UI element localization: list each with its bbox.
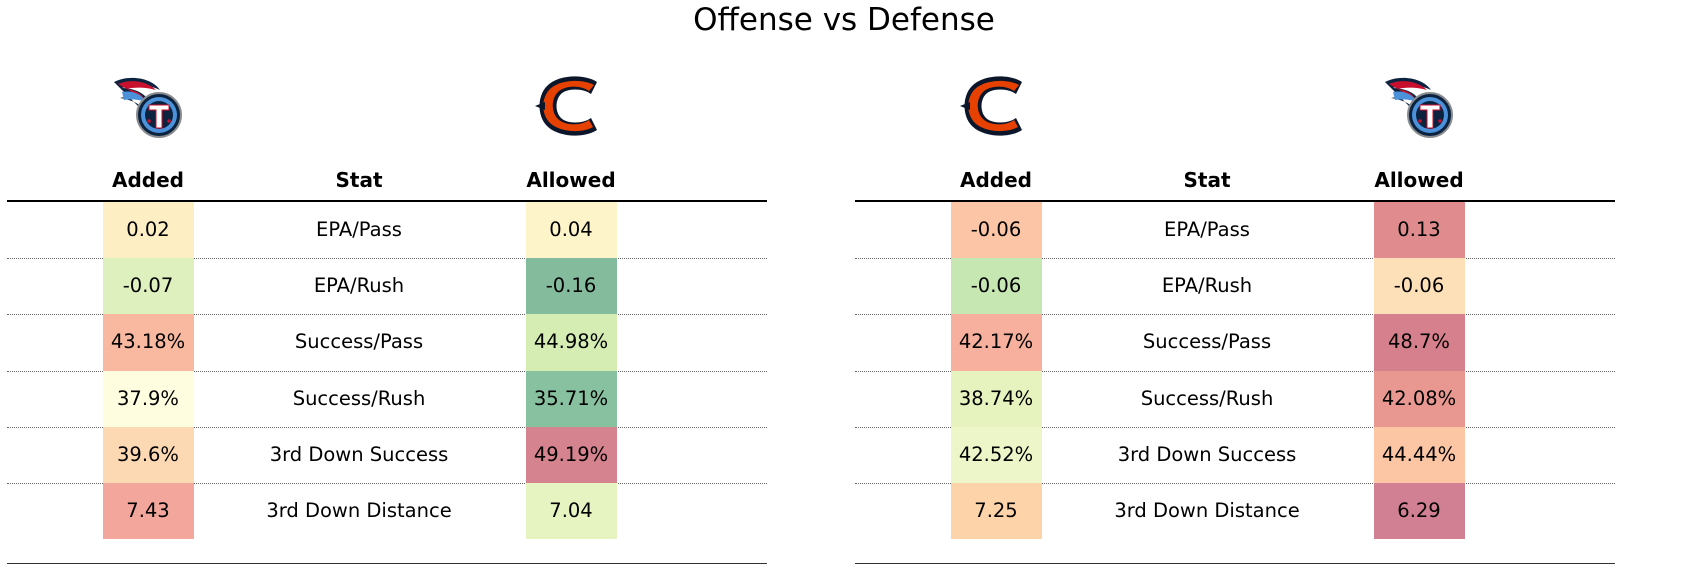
bottom-rule bbox=[855, 563, 1615, 564]
row-separator bbox=[7, 314, 767, 316]
table-row: 37.9% Success/Rush 35.71% bbox=[7, 370, 767, 428]
table-row: 42.52% 3rd Down Success 44.44% bbox=[855, 426, 1615, 484]
allowed-value: 42.08% bbox=[1381, 386, 1457, 410]
allowed-cell-bg bbox=[1374, 314, 1465, 371]
table-row: 0.02 EPA/Pass 0.04 bbox=[7, 202, 767, 260]
added-value: 38.74% bbox=[958, 386, 1034, 410]
allowed-value: 44.44% bbox=[1381, 442, 1457, 466]
table-row: 39.6% 3rd Down Success 49.19% bbox=[7, 426, 767, 484]
stat-label: 3rd Down Success bbox=[269, 442, 449, 466]
allowed-value: -0.06 bbox=[1393, 274, 1445, 298]
stat-label: Success/Pass bbox=[294, 330, 424, 354]
allowed-cell-bg bbox=[526, 314, 617, 371]
added-value: 43.18% bbox=[110, 330, 186, 354]
allowed-value: 35.71% bbox=[533, 386, 609, 410]
allowed-cell-bg bbox=[526, 202, 617, 259]
allowed-cell-bg bbox=[1374, 426, 1465, 483]
added-value: 42.17% bbox=[958, 330, 1034, 354]
row-separator bbox=[855, 426, 1615, 428]
allowed-value: 7.04 bbox=[549, 499, 593, 522]
allowed-cell-bg bbox=[526, 258, 617, 315]
added-cell-bg bbox=[103, 426, 194, 483]
added-value: 42.52% bbox=[958, 442, 1034, 466]
allowed-header: Allowed bbox=[1374, 168, 1464, 192]
added-value: 7.25 bbox=[974, 499, 1018, 522]
bears-logo bbox=[531, 72, 611, 142]
table-row: 7.43 3rd Down Distance 7.04 bbox=[7, 483, 767, 540]
row-separator bbox=[7, 370, 767, 372]
stat-header: Stat bbox=[1183, 168, 1231, 192]
header-rule bbox=[855, 200, 1615, 202]
stat-header: Stat bbox=[335, 168, 383, 192]
stat-label: Success/Rush bbox=[292, 386, 426, 410]
added-cell-bg bbox=[951, 258, 1042, 315]
added-header: Added bbox=[960, 168, 1032, 192]
allowed-value: -0.16 bbox=[545, 274, 597, 298]
added-value: -0.06 bbox=[970, 274, 1022, 298]
added-cell-bg bbox=[103, 258, 194, 315]
allowed-value: 48.7% bbox=[1388, 330, 1450, 354]
allowed-value: 0.04 bbox=[549, 218, 593, 241]
table-row: 43.18% Success/Pass 44.98% bbox=[7, 314, 767, 372]
added-cell-bg bbox=[103, 314, 194, 371]
titans-logo bbox=[108, 72, 188, 142]
stat-label: EPA/Rush bbox=[1161, 274, 1253, 298]
table-row: 42.17% Success/Pass 48.7% bbox=[855, 314, 1615, 372]
table-row: -0.06 EPA/Pass 0.13 bbox=[855, 202, 1615, 260]
bears-logo bbox=[956, 72, 1036, 142]
added-value: -0.07 bbox=[122, 274, 174, 298]
row-separator bbox=[855, 482, 1615, 484]
added-value: 0.02 bbox=[126, 218, 170, 241]
table-row: -0.06 EPA/Rush -0.06 bbox=[855, 258, 1615, 316]
titans-logo bbox=[1379, 72, 1459, 142]
table-row: -0.07 EPA/Rush -0.16 bbox=[7, 258, 767, 316]
stat-label: 3rd Down Success bbox=[1117, 442, 1297, 466]
stat-label: Success/Pass bbox=[1142, 330, 1272, 354]
allowed-header: Allowed bbox=[526, 168, 616, 192]
added-value: 7.43 bbox=[126, 499, 170, 522]
added-cell-bg bbox=[951, 202, 1042, 259]
table-row: 7.25 3rd Down Distance 6.29 bbox=[855, 483, 1615, 540]
chart-title: Offense vs Defense bbox=[693, 2, 995, 38]
added-cell-bg bbox=[103, 370, 194, 427]
row-separator bbox=[7, 426, 767, 428]
added-header: Added bbox=[112, 168, 184, 192]
table-row: 38.74% Success/Rush 42.08% bbox=[855, 370, 1615, 428]
stat-label: EPA/Rush bbox=[313, 274, 405, 298]
stat-label: 3rd Down Distance bbox=[1114, 499, 1300, 522]
added-cell-bg bbox=[951, 426, 1042, 483]
row-separator bbox=[855, 370, 1615, 372]
allowed-cell-bg bbox=[1374, 202, 1465, 259]
allowed-cell-bg bbox=[526, 426, 617, 483]
added-value: -0.06 bbox=[970, 218, 1022, 241]
allowed-cell-bg bbox=[526, 370, 617, 427]
stats-table-1: Added Stat Allowed 0.02 EPA/Pass 0.04 -0.07 EPA… bbox=[7, 0, 767, 572]
allowed-value: 49.19% bbox=[533, 442, 609, 466]
added-cell-bg bbox=[951, 370, 1042, 427]
allowed-cell-bg bbox=[1374, 370, 1465, 427]
stat-label: EPA/Pass bbox=[316, 218, 402, 241]
added-cell-bg bbox=[951, 483, 1042, 540]
allowed-value: 6.29 bbox=[1397, 499, 1441, 522]
added-cell-bg bbox=[103, 483, 194, 540]
header-rule bbox=[7, 200, 767, 202]
added-cell-bg bbox=[103, 202, 194, 259]
allowed-value: 44.98% bbox=[533, 330, 609, 354]
allowed-cell-bg bbox=[526, 483, 617, 540]
stats-table-2: Added Stat Allowed -0.06 EPA/Pass 0.13 -0.06 EP… bbox=[855, 0, 1615, 572]
allowed-cell-bg bbox=[1374, 258, 1465, 315]
bottom-rule bbox=[7, 563, 767, 564]
row-separator bbox=[855, 314, 1615, 316]
added-value: 37.9% bbox=[117, 386, 179, 410]
allowed-cell-bg bbox=[1374, 483, 1465, 540]
stat-label: EPA/Pass bbox=[1164, 218, 1250, 241]
allowed-value: 0.13 bbox=[1397, 218, 1441, 241]
added-cell-bg bbox=[951, 314, 1042, 371]
stat-label: Success/Rush bbox=[1140, 386, 1274, 410]
row-separator bbox=[7, 482, 767, 484]
row-separator bbox=[855, 258, 1615, 260]
added-value: 39.6% bbox=[117, 442, 179, 466]
row-separator bbox=[7, 258, 767, 260]
stat-label: 3rd Down Distance bbox=[266, 499, 452, 522]
